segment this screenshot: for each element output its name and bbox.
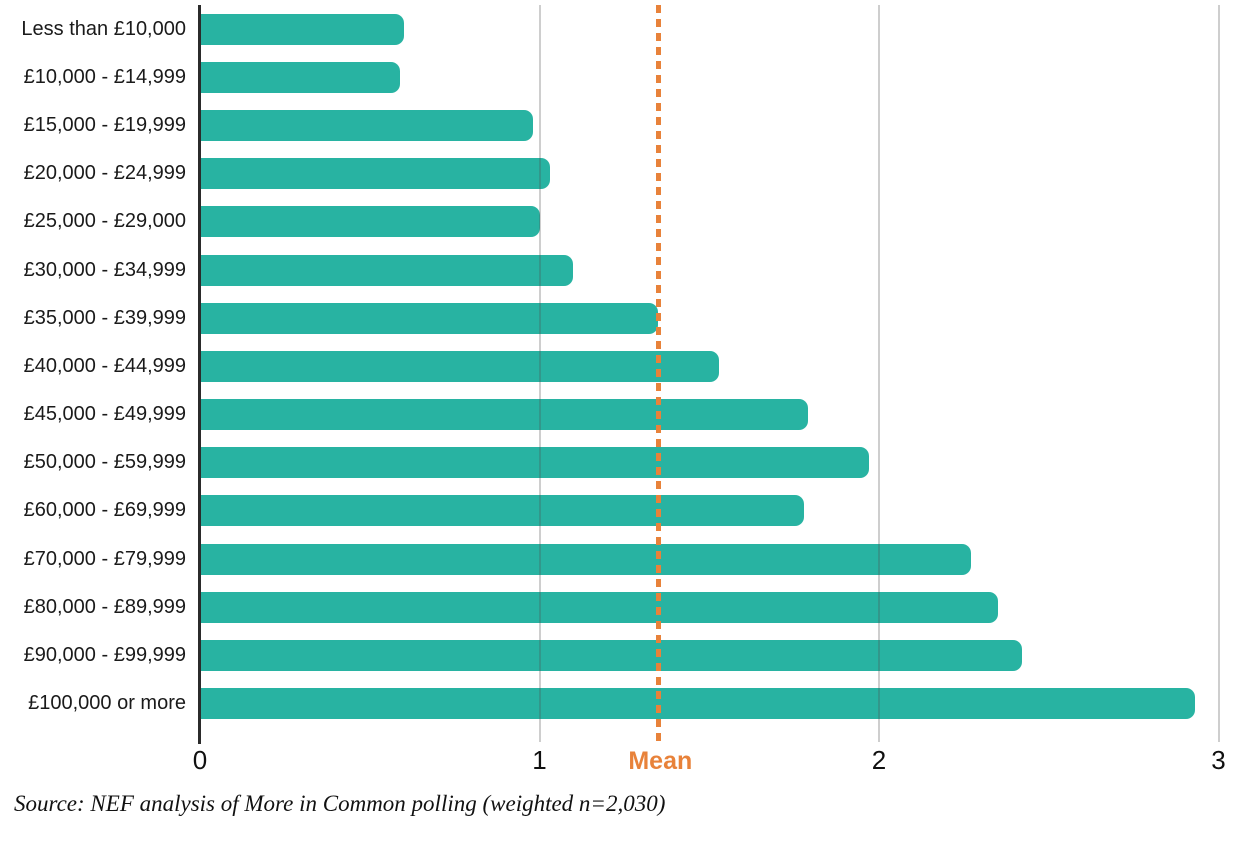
bar-row: £40,000 - £44,999 <box>0 342 1248 390</box>
category-label: £15,000 - £19,999 <box>23 113 186 136</box>
category-label: £30,000 - £34,999 <box>23 258 186 281</box>
category-label: £20,000 - £24,999 <box>23 162 186 185</box>
category-label: £25,000 - £29,000 <box>23 210 186 233</box>
mean-line <box>655 5 661 742</box>
bar <box>200 206 540 238</box>
bar-row: £45,000 - £49,999 <box>0 391 1248 439</box>
bar-row: £25,000 - £29,000 <box>0 198 1248 246</box>
bar <box>200 350 720 382</box>
bar-row: £80,000 - £89,999 <box>0 583 1248 631</box>
x-tick-label-3: 3 <box>1211 745 1226 775</box>
bar <box>200 158 550 190</box>
category-label: £80,000 - £89,999 <box>23 595 186 618</box>
category-label: £45,000 - £49,999 <box>23 403 186 426</box>
bar <box>200 543 971 575</box>
bar <box>200 61 401 93</box>
category-label: £60,000 - £69,999 <box>23 499 186 522</box>
bar-row: £10,000 - £14,999 <box>0 53 1248 101</box>
bar <box>200 688 1195 720</box>
bar-row: £100,000 or more <box>0 680 1248 728</box>
bar-row: Less than £10,000 <box>0 5 1248 53</box>
bar-row: £30,000 - £34,999 <box>0 246 1248 294</box>
x-tick-label-1: 1 <box>532 745 547 775</box>
bar-row: £50,000 - £59,999 <box>0 439 1248 487</box>
bar <box>200 254 574 286</box>
bar-row: £35,000 - £39,999 <box>0 294 1248 342</box>
bar <box>200 109 533 141</box>
category-label: £100,000 or more <box>28 692 186 715</box>
category-label: £40,000 - £44,999 <box>23 354 186 377</box>
bar-row: £90,000 - £99,999 <box>0 631 1248 679</box>
bar-row: £15,000 - £19,999 <box>0 101 1248 149</box>
x-tick-label-2: 2 <box>871 745 887 775</box>
bar-row: £60,000 - £69,999 <box>0 487 1248 535</box>
bar-row: £20,000 - £24,999 <box>0 150 1248 198</box>
bar <box>200 495 805 527</box>
gridline-1 <box>538 5 541 742</box>
gridline-2 <box>878 5 880 742</box>
gridline-3 <box>1217 5 1220 742</box>
bar <box>200 591 998 623</box>
x-tick-label-0: 0 <box>192 745 208 775</box>
bar-rows: Less than £10,000 £10,000 - £14,999 £15,00… <box>0 5 1248 728</box>
category-label: £90,000 - £99,999 <box>23 644 186 667</box>
category-label: £50,000 - £59,999 <box>23 451 186 474</box>
source-note: Source: NEF analysis of More in Common p… <box>14 791 666 816</box>
bar <box>200 640 1022 672</box>
bar <box>200 13 404 45</box>
category-label: Less than £10,000 <box>21 17 186 40</box>
bar-row: £70,000 - £79,999 <box>0 535 1248 583</box>
bar <box>200 399 808 431</box>
mean-label: Mean <box>628 747 693 775</box>
category-label: £70,000 - £79,999 <box>23 547 186 570</box>
bar <box>200 302 659 334</box>
y-axis-line <box>198 5 201 744</box>
category-label: £10,000 - £14,999 <box>23 65 186 88</box>
category-label: £35,000 - £39,999 <box>23 306 186 329</box>
bar <box>200 447 869 479</box>
